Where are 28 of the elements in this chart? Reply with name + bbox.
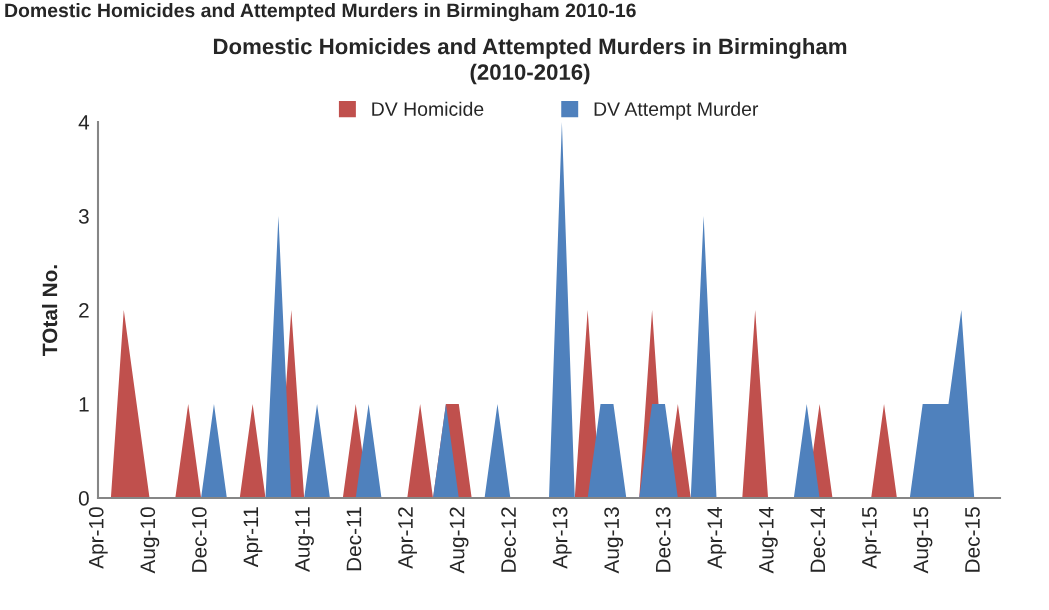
y-tick-label: 2 — [79, 303, 89, 318]
x-tick-label: Apr-13 — [552, 507, 572, 569]
x-tick-label: Dec-10 — [191, 507, 207, 572]
x-tick-label: Dec-13 — [655, 507, 671, 572]
chart-title: Domestic Homicides and Attempted Murders in Birmingham (2010-2016) — [213, 38, 847, 85]
x-tick-label: Dec-15 — [965, 507, 980, 572]
y-tick-label: 1 — [79, 397, 89, 412]
x-tick-label: Dec-11 — [346, 507, 362, 571]
text: Domestic Homicides and Attempted Murders in Birmingham 2010-16 — [5, 3, 636, 22]
x-tick-label: Apr-14 — [707, 506, 727, 569]
y-tick-label: 3 — [78, 209, 89, 224]
legend-label: DV Homicide — [372, 101, 484, 116]
x-tick-label: Dec-14 — [810, 506, 826, 572]
x-tick-label: Aug-14 — [759, 506, 778, 574]
y-tick-label: 4 — [78, 115, 90, 130]
y-tick-label: 0 — [78, 491, 89, 506]
x-tick-label: Apr-10 — [88, 507, 108, 569]
x-tick-label: Aug-15 — [913, 507, 933, 574]
x-tick-label: Aug-13 — [604, 507, 624, 574]
x-tick-label: Aug-10 — [140, 507, 160, 574]
y-axis-title: TOtal No. — [41, 265, 58, 356]
x-tick-label: Apr-12 — [398, 507, 417, 569]
x-tick-label: Apr-11 — [243, 507, 263, 568]
x-tick-label: Dec-12 — [501, 507, 516, 572]
x-tick-label: Aug-11 — [295, 507, 314, 572]
x-tick-label: Apr-15 — [862, 507, 881, 569]
x-tick-label: Aug-12 — [449, 507, 469, 574]
legend-label: DV Attempt Murder — [594, 101, 759, 120]
